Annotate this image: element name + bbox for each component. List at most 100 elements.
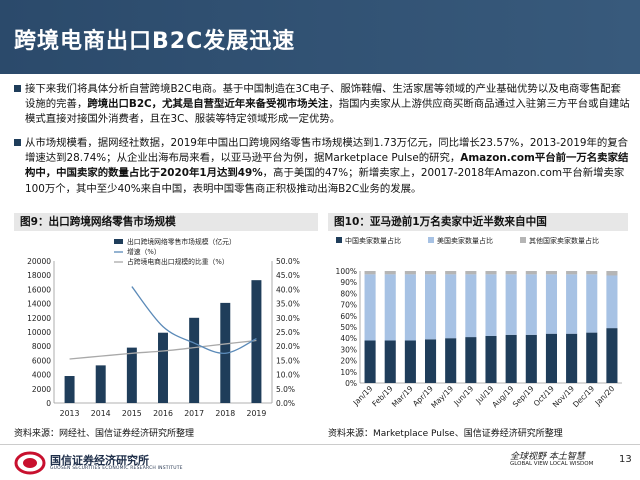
stacked-bar-segment <box>545 333 558 383</box>
stacked-bar-segment <box>606 275 618 329</box>
x-tick-label: 2015 <box>122 409 142 418</box>
legend-label: 美国卖家数量占比 <box>437 236 493 245</box>
stacked-bar-segment <box>586 271 598 275</box>
stacked-bar-segment <box>445 274 457 339</box>
y2-tick-label: 0.0% <box>276 399 295 408</box>
stacked-bar-segment <box>586 332 598 383</box>
market-size-bar <box>64 376 75 403</box>
stacked-bar-segment <box>586 274 598 333</box>
stacked-bar-segment <box>465 271 477 275</box>
stacked-bar-segment <box>545 271 558 275</box>
stacked-bar-segment <box>566 271 578 275</box>
y2-tick-label: 50.0% <box>276 257 300 266</box>
paragraph-text: 从市场规模看，据网经社数据，2019年中国出口跨境网络零售市场规模达到1.73万… <box>25 136 630 197</box>
legend-label-market-size: 出口跨境网络零售市场规模（亿元） <box>127 237 236 246</box>
market-size-chart: 0 2000 4000 6000 8000 10000 12000 14000 16000 180… <box>27 237 300 418</box>
market-size-bar <box>158 332 168 403</box>
y-tick-label: 40% <box>340 334 357 343</box>
stacked-bar-segment <box>505 271 517 275</box>
legend-label-share: 占跨境电商出口规模的比重（%） <box>127 257 229 266</box>
header-banner: 跨境电商出口B2C发展迅速 <box>0 0 640 74</box>
figure-9-source: 资料来源：网经社、国信证券经济研究所整理 <box>14 429 195 439</box>
stacked-bar-segment <box>485 335 497 383</box>
share-line <box>69 339 257 360</box>
y-tick-label: 6000 <box>32 356 51 365</box>
x-tick-label: May/19 <box>429 384 455 410</box>
y-tick-label: 20000 <box>27 257 51 266</box>
market-size-bar <box>189 317 200 403</box>
stacked-bar-segment <box>505 274 517 335</box>
y-tick-label: 4000 <box>32 371 51 380</box>
stacked-bar-segment <box>384 274 396 341</box>
stacked-bar-segment <box>445 338 457 383</box>
text-segment: 接下来我们将具体分析自营跨境B2C电商。基于中国制造在3C电子、服饰鞋帽、生活家… <box>25 83 621 111</box>
stacked-bar-segment <box>445 271 457 275</box>
legend-swatch <box>336 237 342 243</box>
guosen-logo-icon <box>14 451 46 475</box>
y-tick-label: 30% <box>340 345 357 354</box>
stacked-bar-segment <box>606 271 618 276</box>
page-number: 13 <box>619 454 632 465</box>
stacked-bar-segment <box>404 274 416 341</box>
y2-tick-label: 45.0% <box>276 271 300 280</box>
market-size-bar <box>251 280 262 403</box>
y2-tick-label: 20.0% <box>276 342 300 351</box>
y2-tick-label: 5.0% <box>276 385 295 394</box>
y2-tick-label: 30.0% <box>276 314 300 323</box>
figure-9-panel: 图9：出口跨境网络零售市场规模 0 2000 4000 6000 8000 10000 12… <box>14 213 318 439</box>
stacked-bar-segment <box>485 271 497 275</box>
market-size-bar <box>95 365 106 403</box>
stacked-bar-segment <box>424 339 437 383</box>
bullet-square-icon <box>14 85 21 92</box>
slogan: 全球视野 本土智慧 <box>510 452 585 462</box>
y-tick-label: 70% <box>340 301 357 310</box>
text-segment: ，指国内卖家从上游供应商买断商品通过入驻第三方平台或自建站模式直接对接国外消费者… <box>25 98 630 126</box>
stacked-bar-segment <box>364 274 376 341</box>
y-tick-label: 60% <box>340 312 357 321</box>
stacked-bar-segment <box>545 274 558 334</box>
y2-tick-label: 40.0% <box>276 285 300 294</box>
stacked-bar-segment <box>465 274 477 338</box>
market-size-bar <box>126 347 137 403</box>
stacked-bar-segment <box>404 340 416 383</box>
figure-9-title: 图9：出口跨境网络零售市场规模 <box>14 213 318 231</box>
y-tick-label: 10% <box>340 368 357 377</box>
stacked-bar-segment <box>424 271 437 275</box>
stacked-bar-segment <box>424 274 437 340</box>
stacked-bar-segment <box>566 274 578 334</box>
legend-label: 中国卖家数量占比 <box>345 236 401 245</box>
x-tick-label: Jan/20 <box>593 384 617 408</box>
stacked-bar-segment <box>525 334 537 383</box>
figure-10-title: 图10：亚马逊前1万名卖家中近半数来自中国 <box>328 213 628 231</box>
x-tick-label: Aug/19 <box>490 384 515 409</box>
y-tick-label: 18000 <box>27 271 51 280</box>
y-tick-label: 0% <box>345 379 357 388</box>
figure-10-source: 资料来源：Marketplace Pulse、国信证券经济研究所整理 <box>328 429 563 439</box>
y-tick-label: 80% <box>340 289 357 298</box>
footer-divider <box>0 444 640 445</box>
y-tick-label: 90% <box>340 278 357 287</box>
bullet-square-icon <box>14 139 21 146</box>
logo-subtext: GUOSEN SECURITIES ECONOMIC RESEARCH INST… <box>50 466 183 471</box>
stacked-bar-segment <box>465 337 477 383</box>
stacked-bar-segment <box>525 271 537 275</box>
stacked-bar-segment <box>566 333 578 383</box>
paragraph-1: 接下来我们将具体分析自营跨境B2C电商。基于中国制造在3C电子、服饰鞋帽、生活家… <box>14 82 630 128</box>
seller-share-chart: 0%10%20%30%40%50%60%70%80%90%100%Jan/19F… <box>336 236 622 410</box>
page-title: 跨境电商出口B2C发展迅速 <box>14 29 296 54</box>
y-tick-label: 10000 <box>27 328 51 337</box>
y-tick-label: 50% <box>340 323 357 332</box>
x-tick-label: Dec/19 <box>571 384 596 409</box>
x-tick-label: Mar/19 <box>390 384 415 409</box>
stacked-bar-segment <box>485 274 497 336</box>
y-tick-label: 20% <box>340 357 357 366</box>
y2-tick-label: 15.0% <box>276 356 300 365</box>
logo-text: 国信证券经济研究所 <box>50 454 149 467</box>
figure-10-panel: 图10：亚马逊前1万名卖家中近半数来自中国 0% 10% 20% 30% 40% 50% 6… <box>328 213 628 439</box>
bold-text-segment: Amazon.com平台前一万名卖家结构中，中国卖家的数量占比于2020年1月达… <box>25 152 629 180</box>
text-segment: 从市场规模看，据网经社数据，2019年中国出口跨境网络零售市场规模达到1.73万… <box>25 137 629 165</box>
paragraph-2: 从市场规模看，据网经社数据，2019年中国出口跨境网络零售市场规模达到1.73万… <box>14 136 630 197</box>
x-tick-label: 2018 <box>215 409 235 418</box>
paragraph-text: 接下来我们将具体分析自营跨境B2C电商。基于中国制造在3C电子、服饰鞋帽、生活家… <box>25 82 630 128</box>
legend-swatch <box>428 237 434 243</box>
